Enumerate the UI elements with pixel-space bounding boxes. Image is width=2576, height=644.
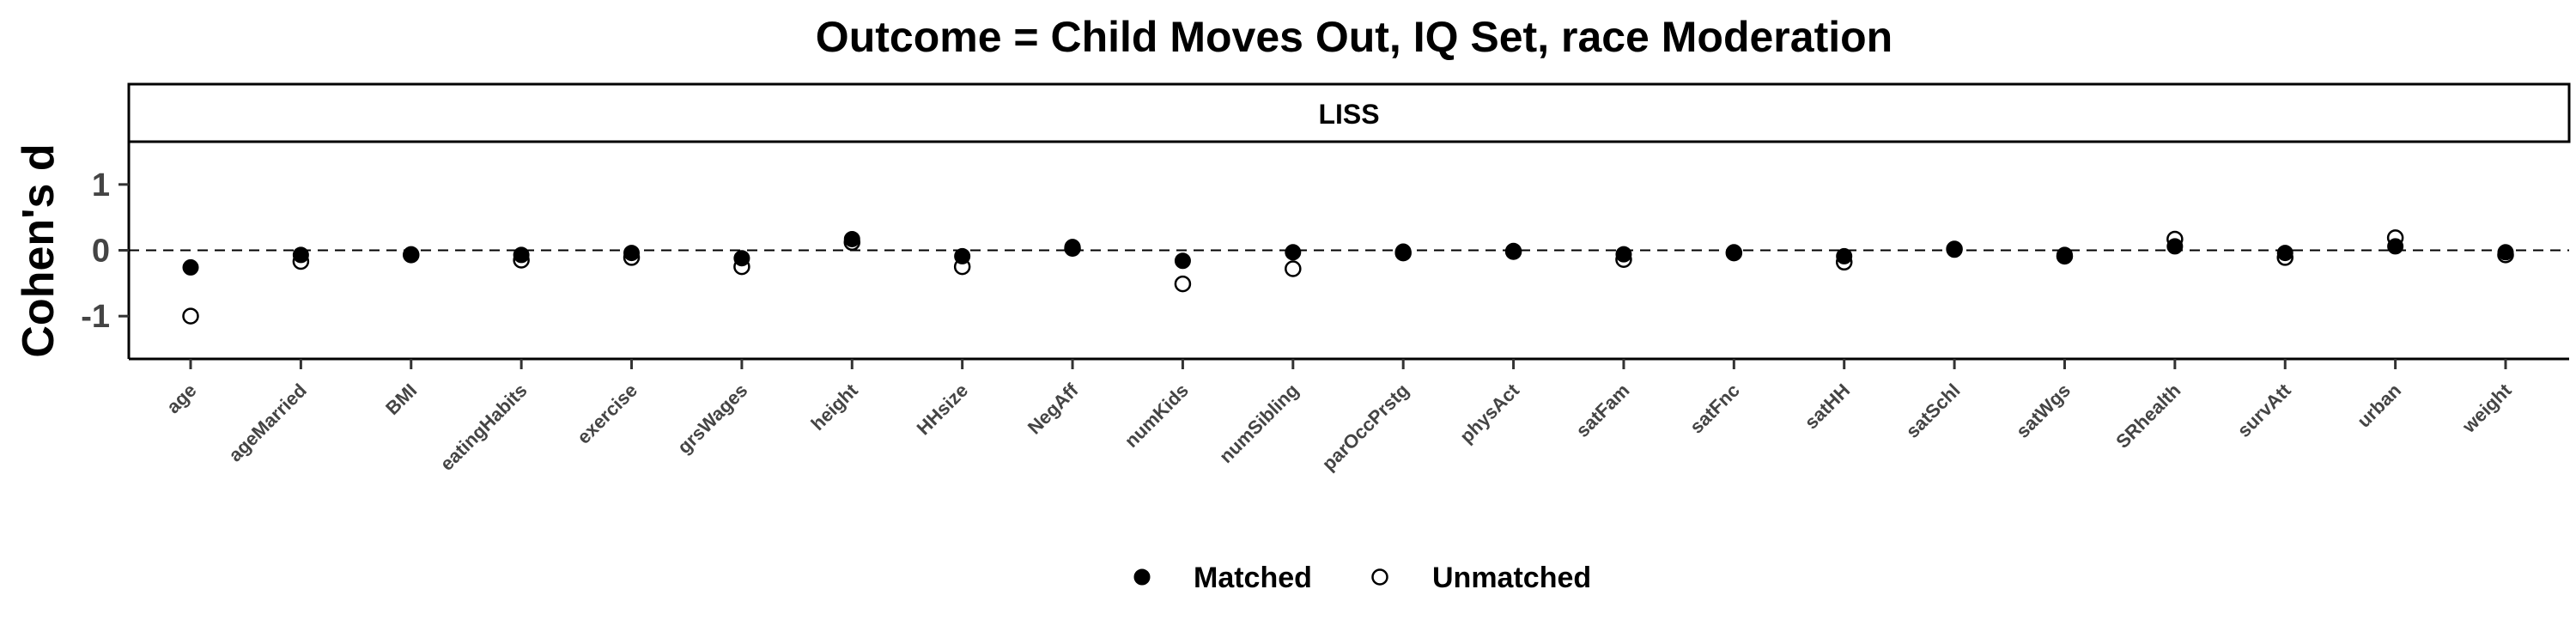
x-tick-label: weight	[2458, 379, 2516, 437]
y-axis-ticks: 1 0 -1	[81, 167, 129, 335]
data-point-matched	[2276, 245, 2293, 262]
x-tick-label: physAct	[1455, 379, 1524, 447]
chart-title: Outcome = Child Moves Out, IQ Set, race …	[816, 13, 1893, 61]
y-tick-label: 0	[92, 234, 110, 270]
data-point-matched	[1064, 239, 1081, 256]
data-point-matched	[513, 246, 530, 264]
data-point-matched	[733, 250, 750, 267]
data-point-matched	[2387, 238, 2404, 255]
y-axis-label: Cohen's d	[14, 143, 64, 357]
x-axis-ticks: age ageMarried BMI eatingHabits exercise grsW…	[162, 359, 2516, 475]
x-tick-label: satFam	[1571, 380, 1633, 441]
x-tick-label: satSchl	[1902, 380, 1965, 442]
x-tick-label: exercise	[573, 380, 641, 448]
data-point-matched	[1174, 252, 1191, 270]
data-point-matched	[182, 258, 199, 276]
x-tick-label: satFnc	[1686, 380, 1744, 438]
series-unmatched	[182, 229, 2514, 325]
legend-label-unmatched: Unmatched	[1432, 562, 1591, 594]
y-tick-label: 1	[92, 167, 110, 204]
legend: Matched Unmatched	[1133, 562, 1591, 594]
data-point-matched	[1285, 244, 1302, 261]
x-tick-label: grsWages	[673, 380, 751, 458]
plot-panel	[127, 142, 2569, 361]
x-tick-label: numSibling	[1215, 380, 1303, 467]
data-point-matched	[1946, 241, 1963, 258]
data-point-matched	[954, 247, 971, 264]
x-tick-label: parOccPrstg	[1318, 380, 1413, 475]
x-tick-label: ageMarried	[224, 380, 311, 466]
data-point-unmatched	[1174, 275, 1192, 293]
series-matched	[182, 230, 2514, 276]
x-tick-label: height	[806, 379, 862, 434]
x-tick-label: eatingHabits	[436, 380, 532, 475]
data-point-matched	[2056, 246, 2073, 264]
x-tick-label: SRhealth	[2111, 380, 2184, 453]
data-point-matched	[403, 246, 420, 263]
data-point-matched	[1836, 247, 1853, 264]
x-tick-label: urban	[2353, 380, 2405, 432]
x-tick-label: survAtt	[2233, 379, 2296, 441]
data-point-matched	[2497, 244, 2514, 261]
data-point-matched	[1505, 242, 1522, 259]
data-point-matched	[1394, 243, 1412, 260]
facet-strip: LISS	[127, 82, 2571, 143]
legend-key-matched	[1133, 568, 1151, 586]
data-point-matched	[1725, 244, 1742, 261]
x-tick-label: numKids	[1121, 380, 1193, 452]
data-point-matched	[623, 245, 641, 262]
facet-strip-label: LISS	[1318, 99, 1379, 130]
x-tick-label: satHH	[1801, 380, 1855, 434]
data-point-matched	[292, 246, 309, 264]
data-point-unmatched	[182, 307, 199, 325]
x-tick-label: BMI	[381, 380, 421, 419]
legend-key-unmatched	[1371, 568, 1388, 586]
x-tick-label: age	[162, 380, 200, 417]
facet-strip-box	[127, 82, 2571, 143]
x-tick-label: NegAff	[1024, 379, 1083, 438]
x-tick-label: HHsize	[913, 380, 973, 440]
data-point-unmatched	[1285, 260, 1302, 277]
legend-label-matched: Matched	[1194, 562, 1312, 594]
data-point-matched	[1615, 246, 1632, 263]
data-point-matched	[2166, 238, 2184, 255]
x-tick-label: satWgs	[2012, 380, 2075, 442]
data-point-matched	[843, 230, 860, 247]
y-tick-label: -1	[81, 299, 110, 335]
